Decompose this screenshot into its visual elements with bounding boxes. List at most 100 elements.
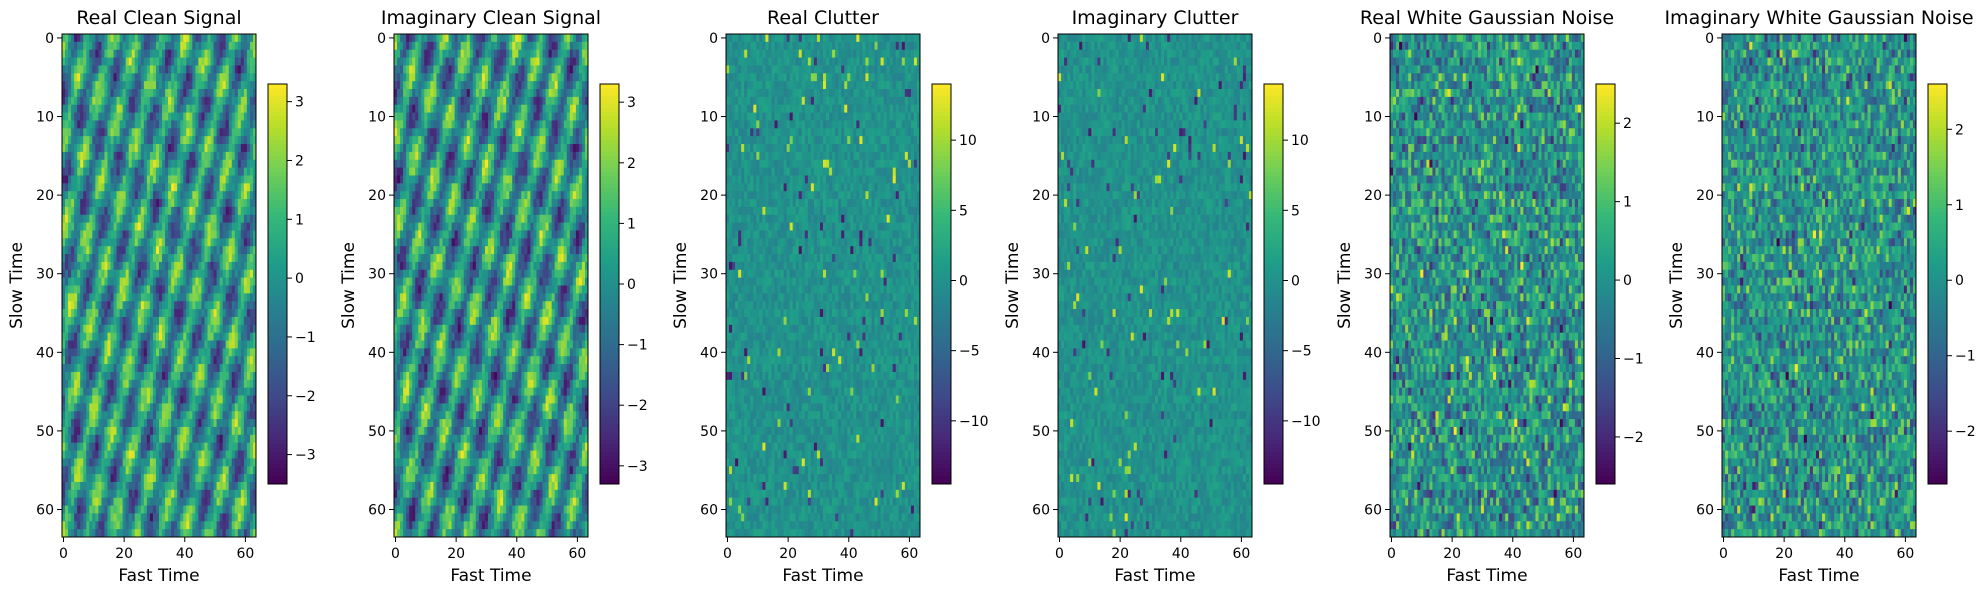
heatmap-cell [551, 65, 556, 74]
heatmap-cell [80, 434, 84, 444]
heatmap-cell [107, 332, 111, 341]
heatmap-cell [101, 458, 105, 467]
heatmap-cell [198, 159, 202, 169]
heatmap-cell [524, 104, 528, 114]
heatmap-cell [394, 112, 398, 121]
heatmap-cell [80, 238, 84, 247]
heatmap-cell [116, 238, 121, 247]
heatmap-cell [171, 285, 175, 294]
heatmap-cell [122, 395, 127, 404]
heatmap-cell [162, 481, 166, 491]
heatmap-cell [68, 348, 72, 357]
heatmap-cell [500, 73, 504, 82]
heatmap-cell [451, 96, 456, 106]
heatmap-cell [125, 206, 130, 216]
heatmap-cell [204, 521, 208, 530]
heatmap-cell [65, 57, 69, 66]
heatmap-cell [246, 332, 251, 341]
heatmap-cell [183, 529, 187, 538]
heatmap-cell [198, 41, 202, 51]
heatmap-cell [131, 434, 136, 444]
heatmap-cell [503, 120, 507, 129]
heatmap-cell [95, 269, 99, 279]
heatmap-cell [137, 206, 142, 216]
heatmap-cell [195, 246, 199, 255]
heatmap-cell [152, 167, 157, 176]
heatmap-cell [80, 387, 84, 396]
heatmap-cell [104, 34, 108, 43]
heatmap-cell [152, 458, 157, 467]
heatmap-cell [557, 89, 562, 98]
heatmap-cell [89, 458, 93, 467]
heatmap-cell [225, 191, 230, 200]
heatmap-cell [584, 112, 589, 121]
heatmap-cell [192, 144, 196, 153]
heatmap-cell [204, 167, 208, 176]
heatmap-cell [71, 489, 75, 499]
heatmap-cell [225, 411, 230, 420]
heatmap-cell [186, 340, 190, 349]
heatmap-cell [65, 136, 69, 145]
heatmap-cell [237, 261, 242, 271]
heatmap-cell [68, 199, 72, 208]
heatmap-cell [234, 183, 239, 192]
heatmap-cell [171, 49, 175, 59]
heatmap-cell [536, 81, 540, 90]
heatmap-cell [168, 199, 172, 208]
colorbar-segment [268, 200, 287, 205]
heatmap-cell [174, 285, 178, 294]
heatmap-cell [180, 136, 184, 145]
heatmap-cell [77, 364, 81, 373]
heatmap-cell [201, 316, 205, 326]
heatmap-cell [222, 419, 227, 428]
heatmap-cell [92, 505, 96, 514]
heatmap-cell [240, 151, 245, 161]
heatmap-cell [231, 513, 236, 522]
heatmap-cell [252, 513, 257, 522]
heatmap-cell [122, 309, 127, 318]
heatmap-cell [237, 371, 242, 381]
colorbar-segment [268, 320, 287, 325]
heatmap-cell [140, 222, 145, 231]
heatmap-cell [113, 89, 118, 98]
heatmap-cell [222, 395, 227, 404]
heatmap-cell [62, 230, 66, 239]
heatmap-cell [162, 120, 166, 129]
heatmap-cell [246, 81, 251, 90]
heatmap-cell [560, 41, 565, 51]
heatmap-cell [86, 458, 90, 467]
heatmap-cell [143, 348, 148, 357]
colorbar-segment [268, 432, 287, 437]
heatmap-cell [89, 316, 93, 326]
heatmap-cell [137, 434, 142, 444]
heatmap-cell [539, 104, 543, 114]
heatmap-cell [125, 34, 130, 43]
heatmap-cell [122, 151, 127, 161]
heatmap-cell [228, 442, 233, 451]
heatmap-cell [74, 387, 78, 396]
heatmap-cell [155, 175, 160, 184]
heatmap-cell [62, 497, 66, 507]
colorbar-segment [268, 420, 287, 425]
heatmap-cell [98, 57, 102, 66]
heatmap-cell [86, 316, 90, 326]
heatmap-cell [240, 269, 245, 279]
heatmap-cell [62, 364, 66, 373]
heatmap-cell [551, 89, 556, 98]
heatmap-cell [89, 120, 93, 129]
heatmap-cell [231, 144, 236, 153]
heatmap-cell [146, 269, 151, 279]
heatmap-cell [249, 238, 254, 247]
heatmap-cell [518, 104, 522, 114]
heatmap-cell [418, 89, 422, 98]
heatmap-cell [71, 356, 75, 365]
heatmap-cell [225, 136, 230, 145]
heatmap-cell [98, 254, 102, 263]
heatmap-cell [548, 89, 553, 98]
heatmap-cell [74, 159, 78, 169]
heatmap-cell [113, 497, 118, 507]
heatmap-cell [107, 112, 111, 121]
heatmap-cell [152, 481, 157, 491]
heatmap-cell [152, 450, 157, 459]
heatmap-cell [89, 104, 93, 114]
